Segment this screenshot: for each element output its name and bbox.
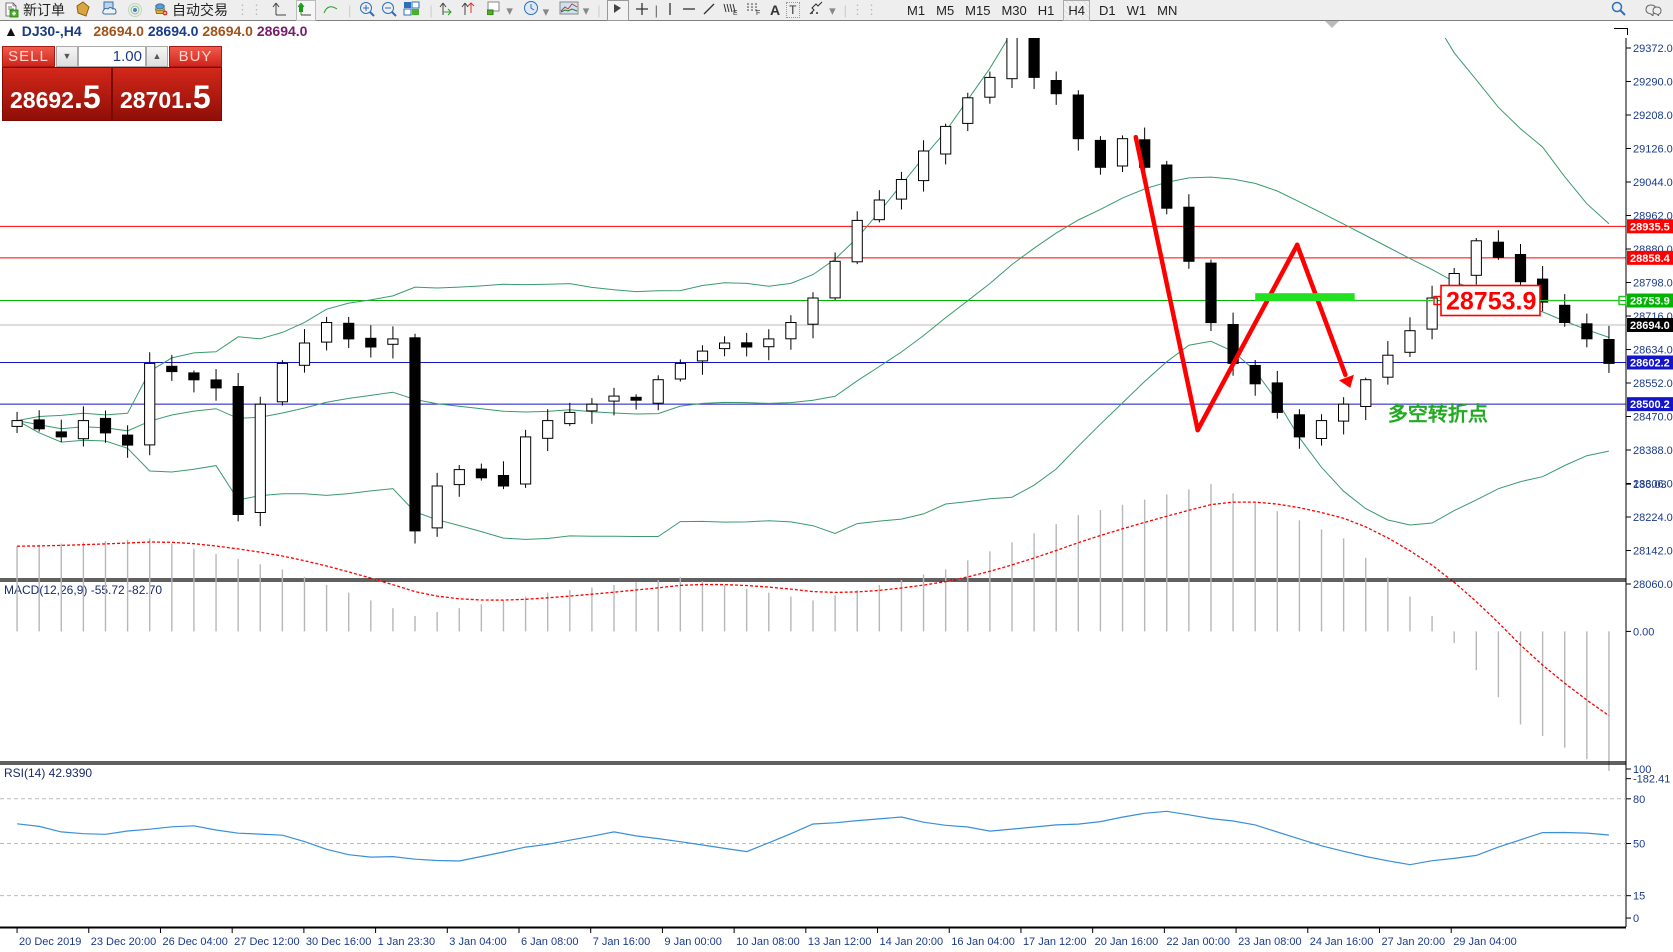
- svg-text:14 Jan 20:00: 14 Jan 20:00: [880, 936, 944, 948]
- svg-text:28060.0: 28060.0: [1633, 579, 1673, 591]
- svg-text:23 Jan 08:00: 23 Jan 08:00: [1238, 936, 1302, 948]
- svg-text:F: F: [756, 10, 760, 16]
- svg-text:28798.0: 28798.0: [1633, 278, 1673, 290]
- svg-text:7 Jan 16:00: 7 Jan 16:00: [593, 936, 651, 948]
- svg-text:28602.2: 28602.2: [1630, 357, 1670, 369]
- svg-text:29126.0: 29126.0: [1633, 144, 1673, 156]
- svg-text:29290.0: 29290.0: [1633, 77, 1673, 89]
- svg-text:28753.9: 28753.9: [1446, 288, 1536, 316]
- svg-text:29044.0: 29044.0: [1633, 177, 1673, 189]
- svg-text:30 Dec 16:00: 30 Dec 16:00: [306, 936, 371, 948]
- svg-text:29208.0: 29208.0: [1633, 110, 1673, 122]
- svg-text:50: 50: [1633, 839, 1645, 851]
- svg-text:28935.5: 28935.5: [1630, 221, 1670, 233]
- svg-text:3 Jan 04:00: 3 Jan 04:00: [449, 936, 507, 948]
- svg-text:10 Jan 08:00: 10 Jan 08:00: [736, 936, 800, 948]
- svg-text:28694.0: 28694.0: [1630, 320, 1670, 332]
- svg-text:1 Jan 23:30: 1 Jan 23:30: [378, 936, 436, 948]
- svg-text:136.03: 136.03: [1633, 479, 1667, 491]
- svg-text:23 Dec 20:00: 23 Dec 20:00: [91, 936, 156, 948]
- svg-text:9 Jan 00:00: 9 Jan 00:00: [664, 936, 722, 948]
- svg-text:6 Jan 08:00: 6 Jan 08:00: [521, 936, 579, 948]
- svg-text:多空转折点: 多空转折点: [1388, 402, 1488, 426]
- svg-text:28470.0: 28470.0: [1633, 412, 1673, 424]
- svg-text:20 Jan 16:00: 20 Jan 16:00: [1095, 936, 1159, 948]
- svg-text:28858.4: 28858.4: [1630, 253, 1671, 265]
- svg-text:100: 100: [1633, 764, 1651, 776]
- svg-text:28753.9: 28753.9: [1630, 296, 1670, 308]
- svg-text:13 Jan 12:00: 13 Jan 12:00: [808, 936, 872, 948]
- svg-text:15: 15: [1633, 891, 1645, 903]
- svg-text:28388.0: 28388.0: [1633, 445, 1673, 457]
- svg-text:28634.0: 28634.0: [1633, 345, 1673, 357]
- svg-text:E: E: [733, 10, 738, 16]
- svg-text:28552.0: 28552.0: [1633, 378, 1673, 390]
- svg-text:28142.0: 28142.0: [1633, 546, 1673, 558]
- svg-text:29 Jan 04:00: 29 Jan 04:00: [1453, 936, 1517, 948]
- svg-text:24 Jan 16:00: 24 Jan 16:00: [1310, 936, 1374, 948]
- svg-text:27 Dec 12:00: 27 Dec 12:00: [234, 936, 299, 948]
- svg-text:17 Jan 12:00: 17 Jan 12:00: [1023, 936, 1087, 948]
- svg-text:RSI(14) 42.9390: RSI(14) 42.9390: [4, 766, 92, 780]
- svg-text:16 Jan 04:00: 16 Jan 04:00: [951, 936, 1015, 948]
- svg-text:22 Jan 00:00: 22 Jan 00:00: [1166, 936, 1230, 948]
- svg-text:28224.0: 28224.0: [1633, 512, 1673, 524]
- svg-text:80: 80: [1633, 794, 1645, 806]
- svg-text:27 Jan 20:00: 27 Jan 20:00: [1381, 936, 1445, 948]
- svg-text:0: 0: [1633, 913, 1639, 925]
- svg-text:28500.2: 28500.2: [1630, 399, 1670, 411]
- svg-text:20 Dec 2019: 20 Dec 2019: [19, 936, 81, 948]
- svg-text:0.00: 0.00: [1633, 626, 1654, 638]
- svg-text:26 Dec 04:00: 26 Dec 04:00: [162, 936, 227, 948]
- svg-text:29372.0: 29372.0: [1633, 43, 1673, 55]
